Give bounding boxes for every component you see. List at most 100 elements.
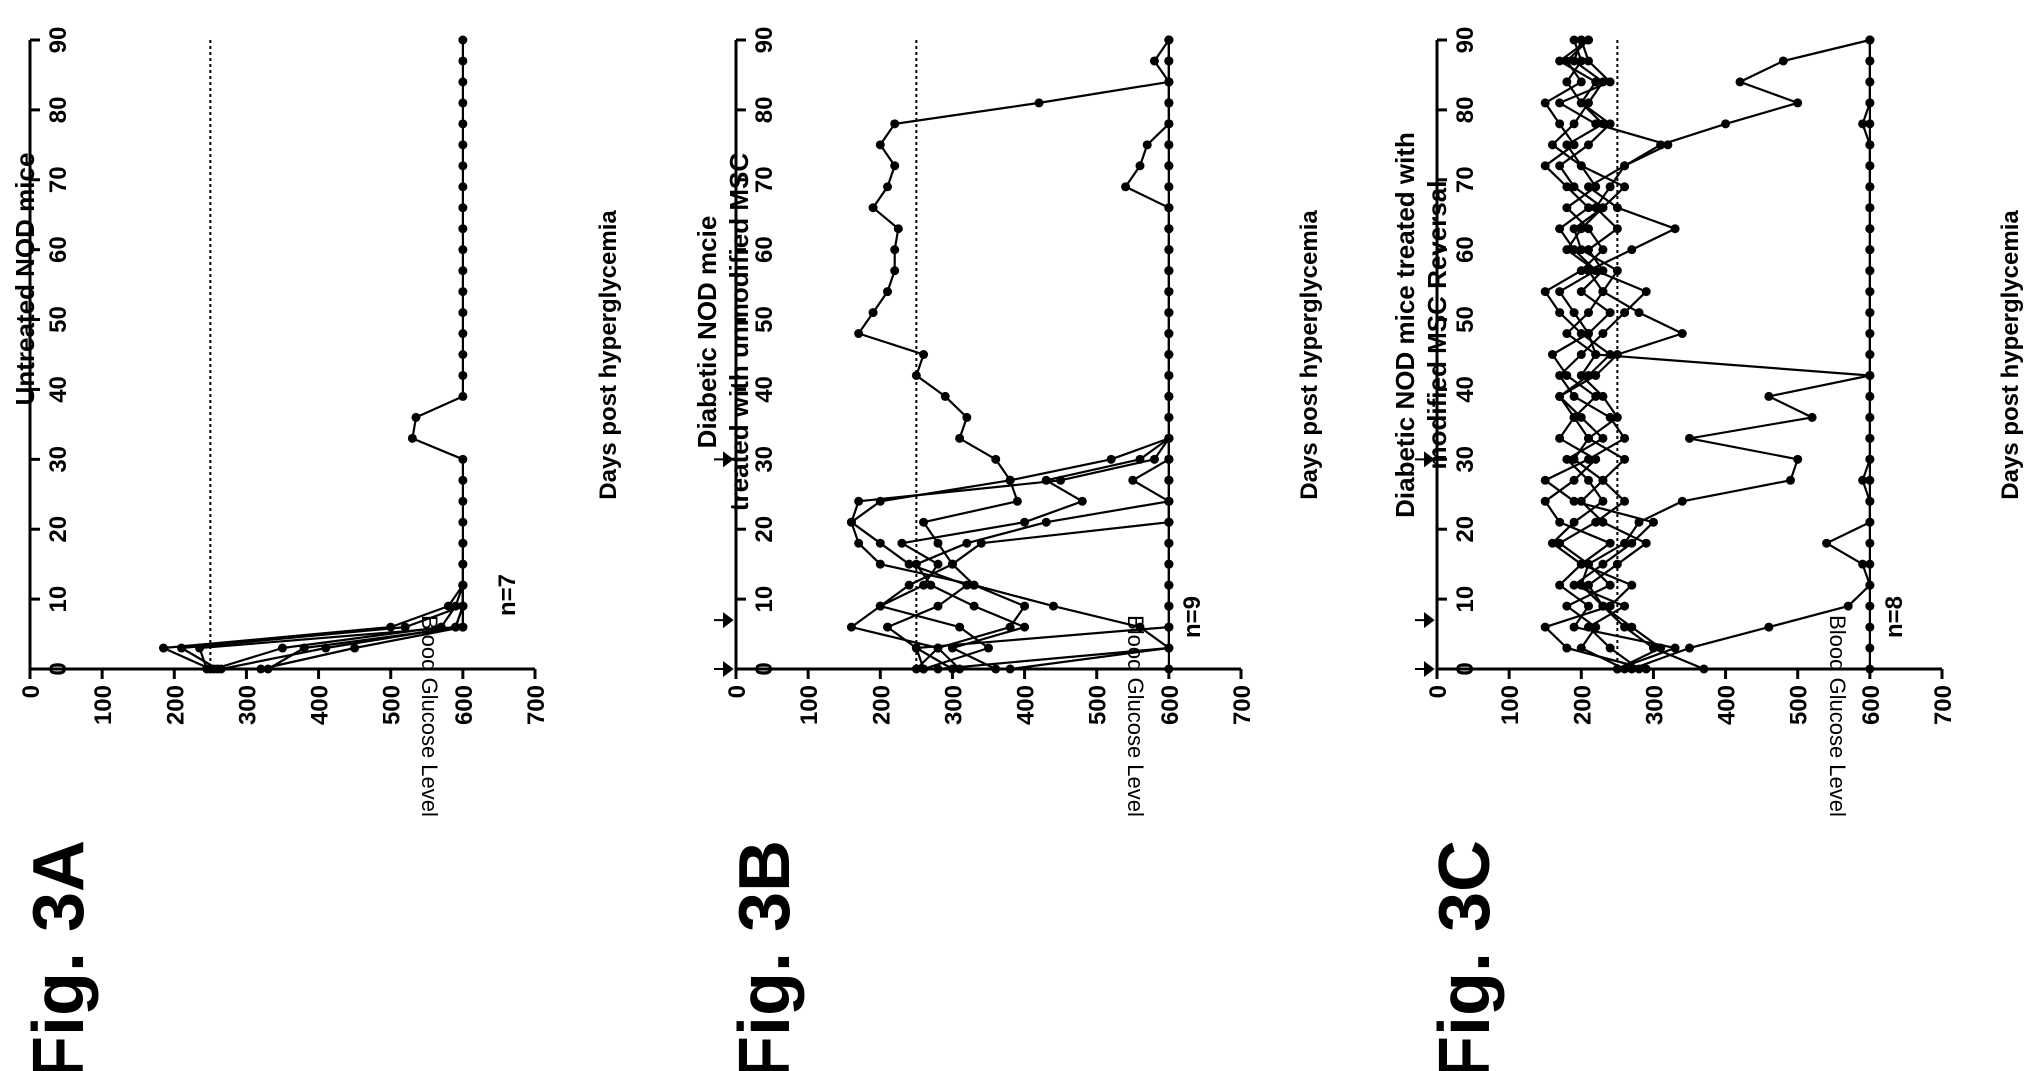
x-tick-label: 60 (45, 236, 72, 263)
data-point (933, 664, 943, 674)
data-point (1555, 391, 1565, 401)
data-point (458, 391, 468, 401)
data-point (1540, 622, 1550, 632)
data-point (1641, 538, 1651, 548)
data-point (919, 517, 929, 527)
data-point (1685, 643, 1694, 653)
data-point (1569, 35, 1579, 45)
data-point (1555, 580, 1565, 590)
data-point (278, 643, 287, 653)
data-point (1648, 643, 1658, 653)
panel-fig-3a: Fig. 3A Untreated NOD mice Days post hyp… (10, 27, 622, 1071)
y-tick-label: 700 (1930, 685, 1957, 725)
y-tick-label: 400 (307, 685, 334, 725)
data-point (458, 517, 468, 527)
data-point (1540, 161, 1550, 171)
data-point (1020, 601, 1030, 611)
data-point (883, 182, 892, 192)
data-point (1591, 454, 1601, 464)
data-point (1555, 370, 1565, 380)
data-point (1865, 559, 1875, 569)
data-point (1865, 35, 1875, 45)
data-point (1562, 77, 1572, 87)
data-point (1547, 140, 1557, 150)
data-point (1562, 454, 1572, 464)
series-line (850, 437, 1170, 670)
data-point (1605, 119, 1615, 129)
data-point (458, 245, 468, 255)
x-tick-label: 90 (751, 27, 778, 54)
data-point (1865, 350, 1875, 359)
data-point (1591, 266, 1601, 276)
y-tick-label: 0 (724, 685, 751, 698)
data-point (1164, 433, 1174, 443)
data-point (1164, 266, 1174, 276)
data-point (1598, 475, 1608, 485)
data-point (1164, 664, 1174, 674)
data-point (1569, 245, 1579, 255)
data-point (1576, 56, 1586, 66)
data-point (458, 580, 468, 590)
x-tick-label: 80 (751, 97, 778, 124)
data-point (458, 496, 468, 506)
data-point (1164, 391, 1174, 401)
series-line (1580, 38, 1872, 670)
data-point (1612, 412, 1622, 422)
data-point (1584, 203, 1593, 213)
data-point (1721, 119, 1731, 129)
data-point (1634, 308, 1644, 318)
data-point (955, 622, 965, 632)
y-tick-label: 600 (1858, 685, 1885, 725)
data-point (1786, 475, 1795, 485)
data-point (458, 98, 468, 108)
x-axis-label: Days post hyperglycemia (1997, 210, 2024, 500)
data-point (1793, 98, 1803, 108)
data-point (458, 35, 468, 45)
data-point (1612, 664, 1622, 674)
y-tick-label: 500 (1786, 685, 1813, 725)
data-point (955, 433, 965, 443)
y-axis-label: Blood Glucose Level (1123, 615, 1148, 817)
y-tick-label: 200 (1569, 685, 1596, 725)
x-tick-label: 60 (1452, 236, 1479, 263)
data-point (1627, 538, 1637, 548)
data-point (1865, 370, 1875, 380)
data-point (1620, 454, 1630, 464)
data-point (969, 580, 979, 590)
n-label: n=8 (1881, 596, 1908, 638)
data-point (1620, 622, 1630, 632)
data-point (890, 266, 900, 276)
data-point (1663, 140, 1673, 150)
data-point (962, 580, 972, 590)
series-line (850, 437, 1170, 670)
data-point (1598, 517, 1608, 527)
data-point (1569, 119, 1579, 129)
plot-area: 0 100 200 300 400 500 600 700 0 10 20 30 40 50 60 70 80 9… (714, 27, 1256, 725)
data-point (1135, 454, 1145, 464)
data-point (1562, 203, 1572, 213)
data-point (1584, 182, 1593, 192)
data-point (1620, 433, 1630, 443)
data-point (1569, 622, 1579, 632)
data-point (1164, 98, 1174, 108)
fig-label: Fig. 3C (1425, 840, 1505, 1071)
data-point (1576, 98, 1586, 108)
data-point (1858, 559, 1868, 569)
data-point (1569, 475, 1579, 485)
data-point (1865, 412, 1875, 422)
panel-fig-3c: Fig. 3C Diabetic NOD mice treated with m… (1390, 27, 2024, 1071)
data-point (1598, 329, 1608, 339)
data-point (1677, 329, 1687, 339)
data-point (1598, 391, 1608, 401)
data-point (1843, 601, 1853, 611)
data-point (1576, 350, 1586, 359)
x-tick-label: 0 (45, 662, 72, 675)
data-point (1865, 496, 1875, 506)
data-point (1865, 266, 1875, 276)
data-point (1020, 517, 1030, 527)
y-tick-label: 0 (1425, 685, 1452, 698)
data-point (890, 161, 900, 171)
data-point (1034, 98, 1044, 108)
data-point (1562, 329, 1572, 339)
